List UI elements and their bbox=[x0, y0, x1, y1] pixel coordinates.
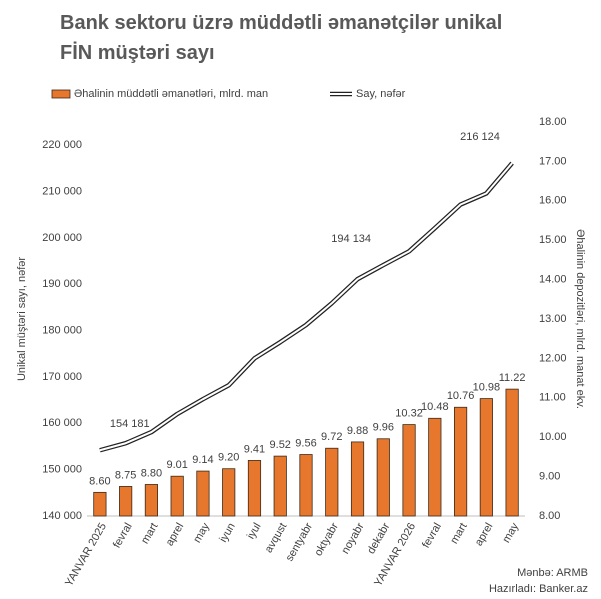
bar-value-label: 8.60 bbox=[89, 475, 110, 487]
bar-value-label: 9.01 bbox=[166, 459, 187, 471]
bar-value-label: 9.72 bbox=[321, 431, 342, 443]
x-tick-label: mart bbox=[139, 521, 160, 546]
bar-value-label: 9.88 bbox=[347, 425, 368, 437]
credit: Hazırladı: Banker.az bbox=[489, 583, 588, 595]
x-tick-label: aprel bbox=[473, 521, 496, 548]
bar bbox=[402, 424, 416, 517]
x-tick-label: dekabr bbox=[365, 521, 392, 556]
x-tick-label: iyul bbox=[245, 521, 264, 541]
bar-value-label: 11.22 bbox=[499, 372, 526, 384]
bar-value-label: 9.14 bbox=[192, 454, 213, 466]
legend-label: Say, nəfər bbox=[356, 88, 406, 100]
y2-tick-label: 18.00 bbox=[539, 116, 567, 128]
x-tick-label: avqust bbox=[263, 521, 290, 555]
y2-tick-label: 17.00 bbox=[539, 155, 567, 167]
y-tick-label: 200 000 bbox=[42, 232, 82, 244]
x-tick-label: aprel bbox=[164, 521, 187, 548]
bar bbox=[479, 398, 493, 517]
bar bbox=[196, 470, 210, 517]
y-axis-title: Unikal müştəri sayı, nəfər bbox=[16, 257, 28, 381]
y-tick-label: 210 000 bbox=[42, 185, 82, 197]
x-tick-label: iyun bbox=[217, 521, 237, 544]
bar-value-label: 9.96 bbox=[373, 422, 394, 434]
x-tick-label: fevral bbox=[111, 521, 135, 550]
bar bbox=[428, 417, 442, 517]
legend-swatch bbox=[51, 89, 71, 99]
x-tick-label: may bbox=[191, 521, 212, 545]
bar bbox=[247, 460, 262, 517]
bar-value-label: 9.20 bbox=[218, 452, 239, 464]
y2-axis-title: Əhalinin depozitləri, mlrd. manat ekv. bbox=[574, 229, 586, 409]
bar bbox=[273, 455, 287, 517]
y2-tick-label: 13.00 bbox=[539, 313, 567, 325]
y2-tick-label: 16.00 bbox=[539, 195, 567, 207]
bar bbox=[454, 406, 468, 517]
y2-tick-label: 11.00 bbox=[539, 392, 566, 404]
chart-title: Bank sektoru üzrə müddətli əmanətçilər u… bbox=[60, 12, 503, 64]
y2-tick-label: 10.00 bbox=[539, 431, 567, 443]
y-tick-label: 150 000 bbox=[42, 464, 82, 476]
y2-tick-label: 12.00 bbox=[539, 352, 567, 364]
y-tick-label: 220 000 bbox=[42, 139, 82, 151]
y2-tick-label: 15.00 bbox=[539, 234, 567, 246]
x-tick-label: oktyabr bbox=[312, 521, 341, 559]
bar-value-label: 10.76 bbox=[447, 390, 475, 402]
x-tick-label: YANVAR 2025 bbox=[63, 521, 109, 589]
bar bbox=[119, 486, 133, 517]
y2-tick-label: 14.00 bbox=[539, 274, 567, 286]
y2-tick-label: 8.00 bbox=[539, 510, 560, 522]
bar-value-label: 9.56 bbox=[295, 437, 316, 449]
y-tick-label: 190 000 bbox=[42, 278, 82, 290]
bar-value-label: 10.98 bbox=[473, 381, 501, 393]
x-tick-label: may bbox=[500, 521, 521, 545]
legend-label: Əhalinin müddətli əmanətləri, mlrd. man bbox=[74, 88, 268, 100]
bar bbox=[299, 454, 313, 517]
bar bbox=[93, 491, 107, 517]
bar bbox=[144, 484, 158, 517]
line-inner bbox=[99, 162, 513, 452]
bar bbox=[170, 475, 184, 517]
line-value-label: 216 124 bbox=[460, 131, 500, 143]
y2-tick-label: 9.00 bbox=[539, 471, 560, 483]
bar bbox=[325, 447, 339, 517]
bar-value-label: 10.48 bbox=[421, 401, 449, 413]
bar-value-label: 10.32 bbox=[395, 407, 423, 419]
bar-value-label: 9.41 bbox=[244, 443, 265, 455]
bar-value-label: 8.75 bbox=[115, 469, 136, 481]
bar bbox=[222, 468, 236, 517]
x-tick-label: fevral bbox=[420, 521, 444, 550]
bar-value-label: 8.80 bbox=[141, 467, 162, 479]
y-tick-label: 170 000 bbox=[42, 371, 82, 383]
x-tick-label: mart bbox=[448, 521, 469, 546]
bar bbox=[376, 438, 390, 517]
x-tick-label: noyabr bbox=[339, 521, 366, 556]
y-tick-label: 160 000 bbox=[42, 417, 82, 429]
bar bbox=[505, 388, 519, 517]
bar bbox=[350, 441, 365, 517]
line-value-label: 154 181 bbox=[110, 418, 150, 430]
line-value-label: 194 134 bbox=[331, 233, 371, 245]
line bbox=[99, 161, 514, 453]
y-tick-label: 140 000 bbox=[42, 510, 82, 522]
y-tick-label: 180 000 bbox=[42, 324, 82, 336]
source: Mənbə: ARMB bbox=[517, 567, 588, 579]
bar-value-label: 9.52 bbox=[270, 439, 291, 451]
